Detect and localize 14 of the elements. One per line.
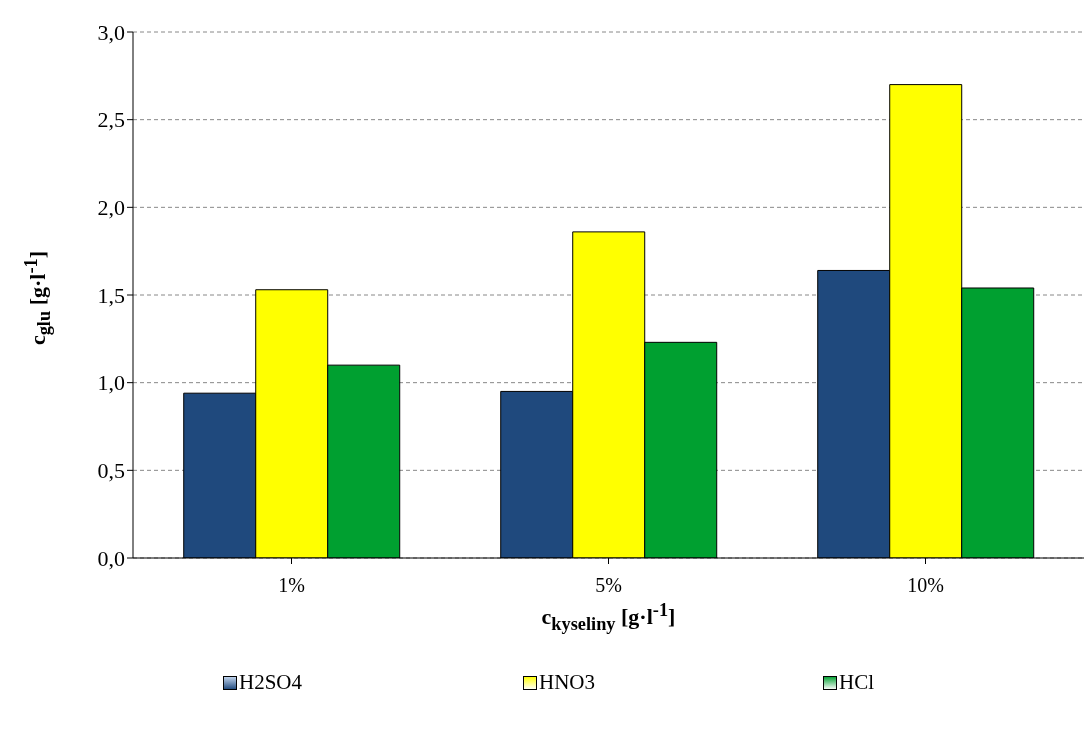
x-tick-label: 5% xyxy=(595,574,622,597)
legend-label: HNO3 xyxy=(539,670,595,695)
y-tick-label: 1,5 xyxy=(97,282,125,308)
y-tick-label: 3,0 xyxy=(97,19,125,45)
y-tick-label: 0,0 xyxy=(97,545,125,571)
x-axis-title: c$_{kyseliny}$ [g·l$^{-1}$] xyxy=(540,600,677,635)
y-tick-label: 0,5 xyxy=(97,458,125,484)
y-tick-label: 2,5 xyxy=(97,107,125,133)
x-tick-label: 1% xyxy=(278,574,305,597)
legend-label: HCl xyxy=(839,670,875,695)
y-tick-label: 2,0 xyxy=(97,195,125,221)
y-tick-label: 1,0 xyxy=(97,370,125,396)
legend-label: H2SO4 xyxy=(239,670,303,695)
x-tick-label: 10% xyxy=(907,574,944,597)
